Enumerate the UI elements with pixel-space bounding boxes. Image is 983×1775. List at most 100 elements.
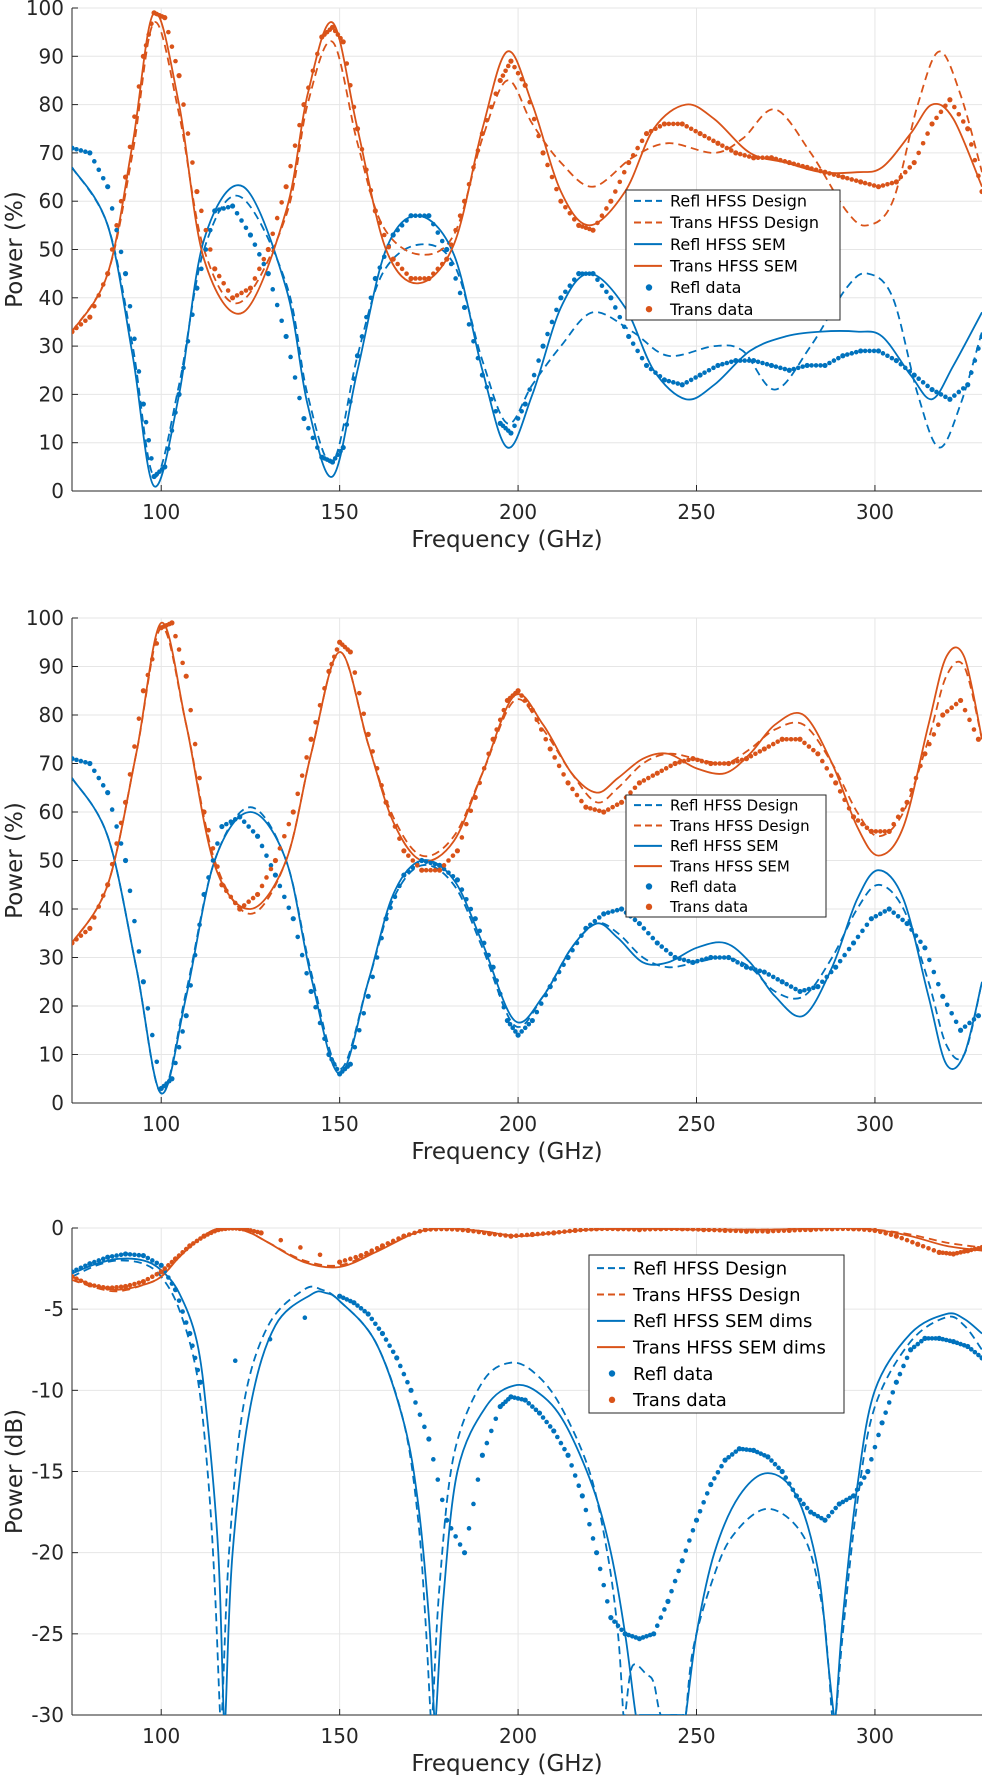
data-point (361, 1010, 367, 1016)
data-point (122, 271, 129, 277)
data-point (335, 452, 341, 458)
y-tick-label: 40 (39, 897, 64, 921)
x-tick-label: 150 (321, 1112, 359, 1136)
data-point (902, 365, 908, 371)
data-point (272, 872, 279, 878)
data-point (191, 1241, 196, 1246)
data-point (636, 920, 643, 927)
data-point (351, 376, 357, 382)
data-point (733, 357, 739, 364)
data-point (610, 1228, 615, 1232)
data-point (778, 157, 783, 163)
data-point (187, 1243, 193, 1249)
data-point (854, 1487, 860, 1493)
y-tick-label: 90 (39, 655, 64, 679)
data-point (879, 1420, 885, 1426)
data-point (960, 386, 966, 391)
data-point (105, 1285, 111, 1291)
data-point (497, 1232, 503, 1238)
data-point (385, 1241, 391, 1246)
data-point (246, 899, 251, 905)
data-point (270, 231, 276, 237)
data-point (922, 1335, 928, 1341)
data-point (535, 1231, 541, 1237)
data-point (477, 780, 483, 786)
data-point (364, 167, 369, 173)
data-point (944, 1337, 949, 1343)
data-point (96, 1284, 102, 1289)
data-point (737, 358, 743, 363)
data-point (92, 1283, 97, 1288)
data-point (862, 180, 868, 186)
data-point (118, 1252, 124, 1258)
data-point (619, 1627, 624, 1633)
y-tick-label: 70 (39, 752, 64, 776)
data-point (176, 1298, 182, 1303)
data-point (751, 357, 757, 364)
data-point (83, 149, 88, 154)
data-point (858, 179, 864, 185)
data-point (733, 1449, 739, 1454)
data-point (176, 1044, 182, 1050)
data-point (605, 807, 611, 812)
data-point (212, 266, 218, 272)
data-point (920, 1243, 926, 1249)
data-point (679, 382, 685, 388)
legend-label: Refl data (670, 878, 737, 896)
data-point (72, 756, 75, 762)
data-point (221, 281, 226, 286)
data-point (136, 1280, 142, 1286)
data-point (413, 213, 418, 218)
data-point (596, 915, 602, 920)
data-point (968, 1347, 974, 1352)
legend-label: Trans data (669, 898, 748, 916)
data-point (643, 362, 650, 369)
data-point (886, 906, 892, 912)
data-point (728, 1228, 733, 1233)
data-point (446, 870, 451, 875)
data-point (197, 1379, 204, 1385)
data-point (665, 1598, 671, 1604)
data-point (552, 755, 557, 760)
data-point (288, 163, 293, 169)
data-point (337, 1259, 343, 1265)
data-point (706, 136, 712, 141)
data-point (481, 766, 487, 771)
data-point (604, 206, 609, 211)
data-point (386, 244, 392, 250)
data-point (368, 295, 374, 301)
data-point (166, 1263, 171, 1268)
data-point (279, 200, 284, 205)
data-point (543, 992, 549, 998)
data-point (519, 693, 524, 698)
data-point (455, 1228, 460, 1232)
data-point (856, 1228, 862, 1232)
data-point (608, 198, 614, 204)
data-point (352, 1044, 358, 1050)
data-point (804, 362, 810, 369)
data-point (74, 1276, 79, 1282)
data-point (234, 293, 240, 298)
data-point (802, 740, 807, 746)
data-point (871, 183, 877, 188)
data-point (893, 1379, 899, 1385)
data-point (169, 428, 175, 433)
data-point (201, 809, 207, 815)
data-point (173, 58, 178, 64)
data-point (206, 875, 211, 880)
data-point (317, 703, 323, 708)
plot-area (72, 620, 982, 1095)
data-point (405, 1379, 410, 1385)
data-point (790, 1487, 796, 1493)
plot-area (72, 10, 982, 488)
data-point (788, 736, 794, 742)
data-point (721, 955, 727, 960)
data-point (390, 1349, 396, 1355)
data-point (387, 1343, 392, 1348)
data-point (890, 1390, 896, 1395)
data-point (149, 456, 154, 461)
data-point (383, 1337, 389, 1342)
data-point (588, 1228, 594, 1232)
data-point (786, 367, 792, 373)
data-point (699, 957, 705, 963)
